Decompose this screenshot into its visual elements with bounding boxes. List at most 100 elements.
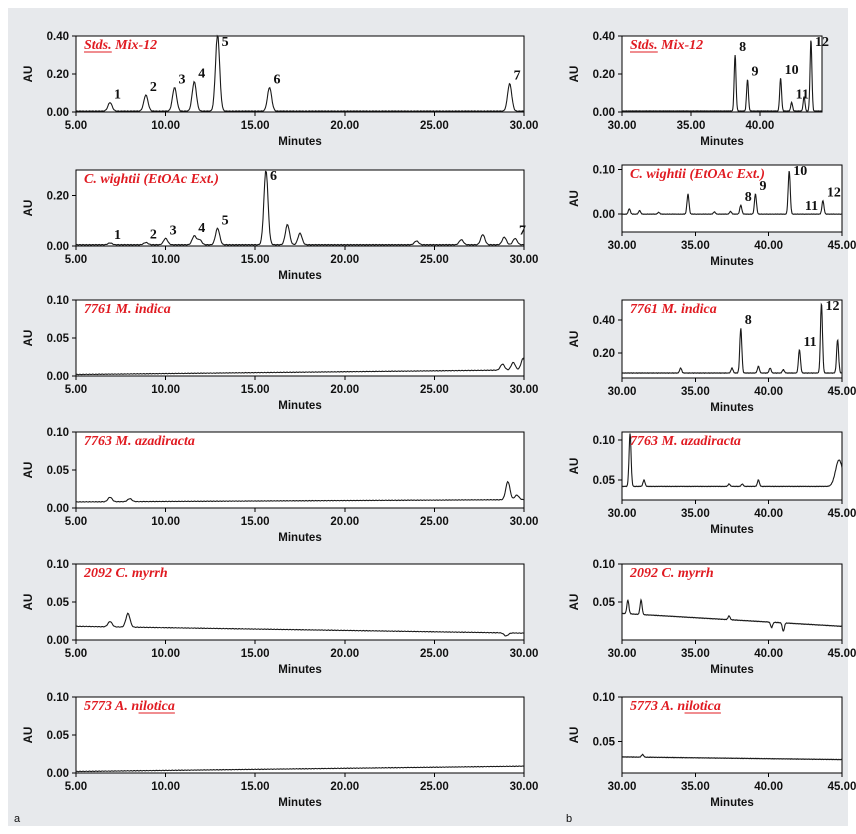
- x-tick-label: 5.00: [65, 648, 87, 660]
- chart-panel: 5.00 10.00 15.00 20.00 25.00 30.00 0.00 0.05 0.1…: [23, 559, 538, 676]
- chromatogram-trace: [75, 612, 525, 637]
- x-tick-label: 30.00: [510, 254, 539, 266]
- peak-label: 8: [745, 190, 752, 205]
- y-tick-label: 0.10: [593, 164, 615, 176]
- chromatogram-trace: [75, 170, 525, 246]
- sample-title: C. wightii (EtOAc Ext.): [84, 172, 219, 187]
- y-axis-label: AU: [23, 330, 35, 347]
- x-tick-label: 45.00: [828, 386, 856, 398]
- x-tick-label: 20.00: [330, 781, 359, 793]
- y-tick-label: 0.00: [593, 107, 615, 119]
- y-tick-label: 0.10: [593, 692, 615, 704]
- x-tick-label: 5.00: [65, 120, 87, 132]
- x-tick-label: 5.00: [65, 781, 87, 793]
- x-tick-label: 10.00: [151, 648, 180, 660]
- x-tick-label: 25.00: [420, 120, 449, 132]
- peak-label: 11: [805, 199, 818, 214]
- y-tick-label: 0.00: [47, 635, 69, 647]
- peak-label: 12: [827, 186, 841, 201]
- x-tick-label: 35.00: [681, 508, 710, 520]
- sample-title: 2092 C. myrrh: [629, 566, 714, 581]
- y-tick-label: 0.05: [47, 597, 70, 609]
- x-tick-label: 20.00: [330, 254, 359, 266]
- y-axis-label: AU: [569, 190, 581, 207]
- x-tick-label: 40.00: [746, 120, 775, 132]
- plot-area: [621, 563, 843, 641]
- peak-label: 6: [274, 72, 281, 87]
- x-tick-label: 20.00: [330, 516, 359, 528]
- sample-title: C. wightii (EtOAc Ext.): [630, 167, 765, 182]
- chart-panel: 30.00 35.00 40.00 45.00 0.00 0.10 Minutes AU 89 1…: [569, 164, 856, 268]
- chromatogram-trace: [75, 357, 525, 376]
- x-tick-label: 40.00: [754, 386, 783, 398]
- x-tick-label: 10.00: [151, 516, 180, 528]
- x-axis-label: Minutes: [278, 136, 321, 148]
- y-axis-label: AU: [569, 458, 581, 475]
- x-tick-label: 45.00: [828, 648, 856, 660]
- x-tick-label: 25.00: [420, 516, 449, 528]
- y-tick-label: 0.10: [47, 427, 69, 439]
- chart-panel: 30.00 35.00 40.00 0.00 0.20 0.40 Minutes AU 89 10…: [569, 31, 829, 148]
- x-axis-label: Minutes: [710, 797, 753, 809]
- x-tick-label: 30.00: [608, 508, 637, 520]
- x-tick-label: 35.00: [681, 240, 710, 252]
- chart-panel: 30.00 35.00 40.00 45.00 0.05 0.10 Minutes AU 776…: [569, 431, 856, 536]
- y-tick-label: 0.20: [47, 69, 69, 81]
- peak-label: 12: [815, 35, 829, 50]
- y-tick-label: 0.00: [593, 209, 615, 221]
- sample-title: 5773 A. nilotica: [84, 699, 175, 714]
- x-tick-label: 5.00: [65, 254, 87, 266]
- x-tick-label: 15.00: [241, 781, 270, 793]
- plot-area: [621, 35, 823, 113]
- x-tick-label: 40.00: [754, 781, 783, 793]
- y-tick-label: 0.00: [47, 768, 69, 780]
- y-tick-label: 0.10: [47, 692, 69, 704]
- chart-panel: 5.00 10.00 15.00 20.00 25.00 30.00 0.00 0.05 0.1…: [23, 692, 538, 809]
- x-axis-label: Minutes: [278, 270, 321, 282]
- peak-label: 10: [793, 164, 807, 179]
- x-tick-label: 40.00: [754, 240, 783, 252]
- x-axis-label: Minutes: [278, 664, 321, 676]
- x-tick-label: 10.00: [151, 384, 180, 396]
- y-tick-label: 0.40: [593, 31, 615, 43]
- chart-panel: 5.00 10.00 15.00 20.00 25.00 30.00 0.00 0.05 0.1…: [23, 295, 538, 412]
- y-tick-label: 0.05: [47, 333, 70, 345]
- y-tick-label: 0.05: [593, 597, 616, 609]
- peak-label: 10: [785, 63, 799, 78]
- peak-label: 4: [198, 221, 205, 236]
- x-tick-label: 15.00: [241, 384, 270, 396]
- x-tick-label: 45.00: [828, 781, 856, 793]
- y-tick-label: 0.00: [47, 241, 69, 253]
- chromatogram-trace: [621, 433, 843, 488]
- y-axis-label: AU: [23, 200, 35, 217]
- y-tick-label: 0.05: [47, 730, 70, 742]
- x-tick-label: 30.00: [510, 120, 539, 132]
- y-axis-label: AU: [569, 594, 581, 611]
- plot-area: [75, 299, 525, 377]
- sample-title: Stds. Mix-12: [84, 38, 157, 53]
- x-tick-label: 10.00: [151, 120, 180, 132]
- x-tick-label: 25.00: [420, 781, 449, 793]
- y-tick-label: 0.20: [593, 69, 615, 81]
- y-tick-label: 0.05: [593, 475, 616, 487]
- y-tick-label: 0.20: [593, 348, 615, 360]
- x-tick-label: 5.00: [65, 516, 87, 528]
- x-tick-label: 25.00: [420, 384, 449, 396]
- panel-label-b: b: [566, 813, 572, 825]
- peak-label: 3: [179, 72, 186, 87]
- x-tick-label: 15.00: [241, 254, 270, 266]
- sample-title: 7763 M. azadiracta: [84, 434, 195, 449]
- y-tick-label: 0.10: [47, 295, 69, 307]
- x-axis-label: Minutes: [278, 532, 321, 544]
- peak-label: 5: [222, 213, 229, 228]
- y-tick-label: 0.20: [47, 190, 69, 202]
- x-axis-label: Minutes: [278, 797, 321, 809]
- x-tick-label: 45.00: [828, 508, 856, 520]
- x-axis-label: Minutes: [700, 136, 743, 148]
- x-tick-label: 40.00: [754, 648, 783, 660]
- chromatogram-trace: [75, 34, 525, 112]
- x-tick-label: 30.00: [510, 648, 539, 660]
- peak-label: 8: [745, 313, 752, 328]
- x-tick-label: 35.00: [677, 120, 706, 132]
